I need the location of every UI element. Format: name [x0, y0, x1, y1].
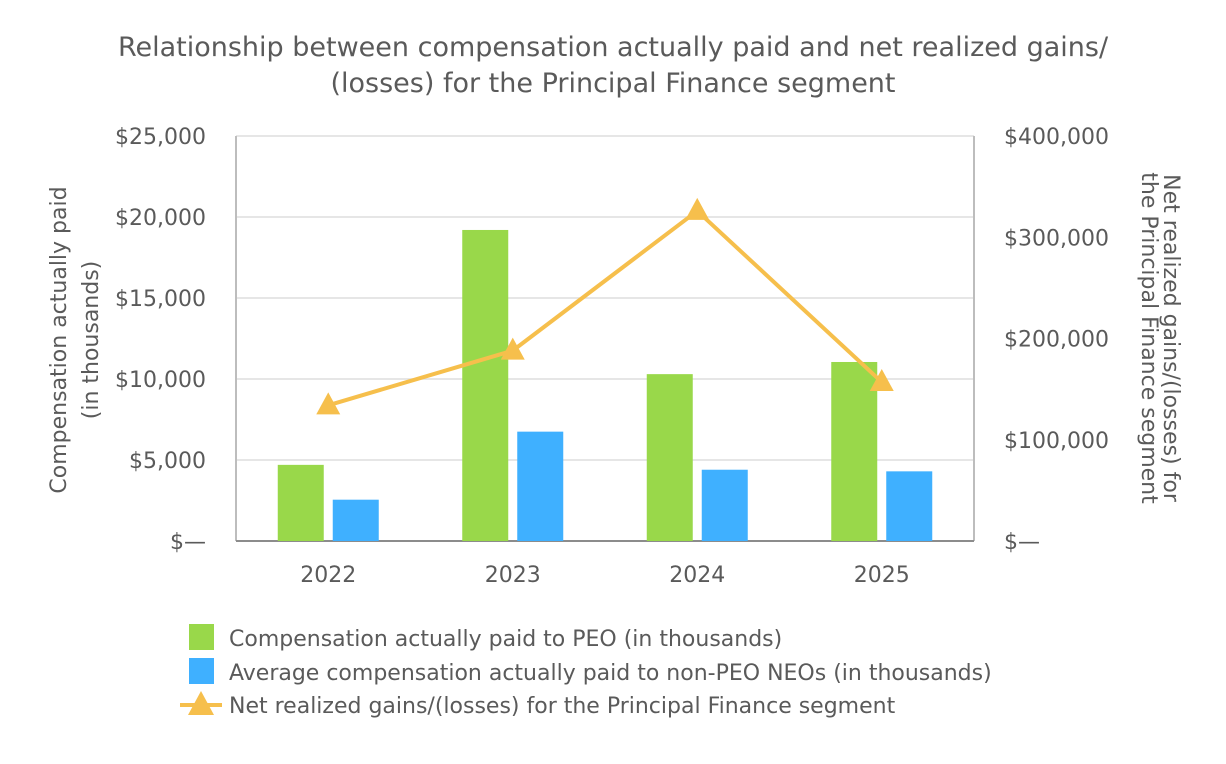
- bar-series1-2022: [332, 499, 379, 541]
- left-tick-label-1: $5,000: [129, 449, 206, 474]
- right-tick-label-1: $100,000: [1004, 429, 1109, 454]
- bar-series0-2025: [831, 361, 878, 541]
- right-tick-label-0: $—: [1004, 530, 1040, 555]
- bar-series1-2025: [886, 471, 933, 541]
- legend-marker-2: [188, 691, 214, 715]
- legend-swatch-1: [189, 658, 214, 684]
- bar-series1-2024: [701, 469, 748, 541]
- x-tick-label-2022: 2022: [300, 563, 356, 588]
- left-axis-title: Compensation actually paid (in thousands…: [47, 186, 104, 493]
- right-axis-ticks: $— $100,000 $200,000 $300,000 $400,000: [1004, 125, 1109, 555]
- legend-label-1: Average compensation actually paid to no…: [229, 661, 992, 686]
- left-tick-label-5: $25,000: [115, 125, 206, 150]
- x-tick-label-2024: 2024: [669, 563, 725, 588]
- bar-series0-2022: [277, 464, 324, 541]
- chart-title-line-2: (losses) for the Principal Finance segme…: [330, 68, 895, 99]
- legend: Compensation actually paid to PEO (in th…: [180, 624, 992, 719]
- legend-label-0: Compensation actually paid to PEO (in th…: [229, 627, 782, 652]
- left-tick-label-0: $—: [170, 530, 206, 555]
- right-tick-label-4: $400,000: [1004, 125, 1109, 150]
- line-series: [316, 197, 894, 415]
- bar-series0-2023: [462, 229, 509, 541]
- x-tick-label-2025: 2025: [854, 563, 910, 588]
- left-axis-title-line-1: Compensation actually paid: [47, 186, 72, 493]
- left-axis-ticks: $— $5,000 $10,000 $15,000 $20,000 $25,000: [115, 125, 206, 555]
- chart-title-line-1: Relationship between compensation actual…: [118, 32, 1109, 63]
- left-tick-label-2: $10,000: [115, 368, 206, 393]
- bar-series0-2024: [646, 374, 693, 541]
- left-tick-label-3: $15,000: [115, 287, 206, 312]
- chart-title: Relationship between compensation actual…: [118, 32, 1109, 99]
- line-point-2024: [685, 197, 710, 220]
- legend-swatch-0: [189, 624, 214, 650]
- x-axis-ticks: 2022 2023 2024 2025: [300, 563, 910, 588]
- line-point-2022: [316, 392, 341, 415]
- right-axis-title-line-1: Net realized gains/(losses) for: [1158, 174, 1183, 503]
- line-point-2023: [500, 337, 525, 360]
- right-axis-title-line-2: the Principal Finance segment: [1136, 172, 1161, 504]
- legend-label-2: Net realized gains/(losses) for the Prin…: [229, 694, 896, 719]
- right-tick-label-2: $200,000: [1004, 328, 1109, 353]
- right-tick-label-3: $300,000: [1004, 226, 1109, 251]
- x-tick-label-2023: 2023: [485, 563, 541, 588]
- line-point-2025: [869, 369, 894, 392]
- right-axis-title: Net realized gains/(losses) for the Prin…: [1136, 172, 1183, 504]
- bar-series1-2023: [517, 431, 564, 541]
- left-axis-title-line-2: (in thousands): [79, 261, 104, 420]
- left-tick-label-4: $20,000: [115, 206, 206, 231]
- line-net-realized-gains: [327, 208, 884, 408]
- bars: [277, 229, 933, 541]
